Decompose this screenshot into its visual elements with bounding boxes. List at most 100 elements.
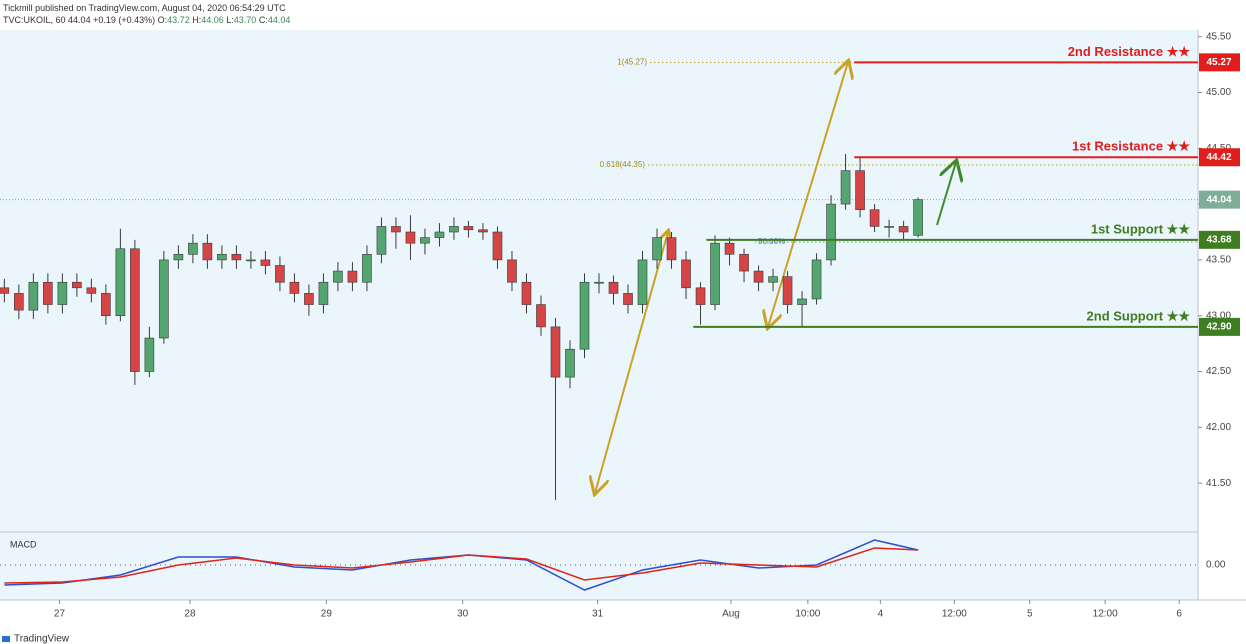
candle-body — [159, 259, 169, 339]
candle-body — [434, 231, 445, 238]
footer: TradingView — [14, 634, 70, 644]
y-tick-label: 42.50 — [1206, 366, 1231, 377]
macd-line — [4, 547, 919, 584]
candle-body — [0, 287, 10, 294]
field-key: L: — [226, 15, 234, 25]
candle-body — [536, 304, 546, 328]
level-tag-label: 43.68 — [1206, 234, 1231, 245]
field-key: C: — [258, 15, 268, 25]
candle-body — [840, 170, 851, 205]
symbol-line: TVC:UKOIL, 60 44.04 +0.19 (+0.43%) O:43.… — [3, 14, 290, 26]
macd-title: MACD — [10, 539, 37, 549]
candle-body — [652, 237, 662, 261]
last-price-tag — [1199, 190, 1240, 209]
candle-body — [101, 293, 111, 317]
level-name: 1st Support ★★ — [1091, 221, 1190, 236]
candle-body — [14, 293, 24, 311]
level-tag — [1199, 230, 1240, 249]
candle-body — [362, 254, 372, 283]
candle-body — [608, 281, 619, 294]
level-tag-label: 45.27 — [1206, 57, 1231, 68]
y-tick-label: 45.50 — [1206, 31, 1231, 42]
candle-body — [449, 226, 459, 233]
field-value: 43.70 — [233, 15, 257, 25]
candle-body — [855, 170, 865, 210]
candle-body — [463, 226, 474, 231]
candle-body — [811, 259, 822, 300]
candle-body — [72, 281, 82, 289]
candle-body — [304, 293, 314, 305]
candle-body — [217, 254, 227, 261]
candle-body — [623, 293, 633, 305]
candle-body — [550, 326, 561, 378]
change: +0.19 (+0.43%) — [93, 15, 156, 25]
candle-body — [260, 259, 271, 266]
x-tick-label: 12:00 — [942, 609, 967, 620]
y-tick-label: 43.00 — [1206, 310, 1231, 321]
candle-body — [666, 237, 677, 261]
candle-body — [884, 226, 894, 228]
y-tick-label: 42.00 — [1206, 422, 1231, 433]
y-tick-label: 45.00 — [1206, 87, 1231, 98]
level-tag — [1199, 317, 1240, 336]
candle-body — [144, 337, 155, 372]
candle-body — [826, 203, 836, 261]
candle-body — [43, 281, 53, 305]
macd-tick-label: 0.00 — [1206, 560, 1226, 571]
publisher: Tickmill published on TradingView.com, A… — [3, 3, 286, 13]
candle-body — [231, 254, 242, 261]
candle-body — [420, 237, 430, 244]
projection-arrow — [768, 62, 848, 327]
level-name: 1st Resistance ★★ — [1072, 139, 1190, 154]
level-name: 2nd Support ★★ — [1087, 308, 1191, 323]
symbol: TVC:UKOIL, 60 — [3, 15, 66, 25]
x-tick-label: 30 — [457, 609, 469, 620]
candle-body — [28, 281, 39, 311]
fib-label: 1(45.27) — [617, 57, 647, 66]
candle-body — [347, 270, 358, 283]
candle-body — [913, 199, 923, 236]
candle-body — [710, 242, 720, 305]
candle-body — [57, 281, 68, 305]
candle-body — [681, 259, 691, 289]
x-tick-label: 29 — [321, 609, 333, 620]
candle-body — [130, 248, 140, 372]
x-tick-label: 6 — [1176, 609, 1182, 620]
candle-body — [898, 226, 909, 233]
candle-body — [565, 348, 575, 378]
level-tag — [1199, 148, 1240, 167]
y-tick-label: 41.50 — [1206, 478, 1231, 489]
candle-body — [782, 276, 793, 305]
fib-label: 0.618(44.35) — [600, 160, 646, 169]
field-value: 44.04 — [267, 15, 291, 25]
candle-body — [739, 254, 749, 272]
candle-body — [768, 276, 778, 283]
candle-body — [391, 226, 401, 233]
candle-body — [318, 281, 329, 305]
candle-body — [724, 242, 735, 255]
candle-body — [188, 242, 198, 255]
candle-body — [492, 231, 503, 261]
x-tick-label: 28 — [184, 609, 196, 620]
field-key: O: — [157, 15, 168, 25]
last: 44.04 — [68, 15, 91, 25]
x-tick-label: 27 — [54, 609, 66, 620]
level-name: 2nd Resistance ★★ — [1068, 44, 1191, 59]
candle-body — [579, 281, 590, 350]
field-value: 43.72 — [167, 15, 190, 25]
field-value: 44.06 — [201, 15, 224, 25]
x-tick-label: 31 — [592, 609, 604, 620]
candle-body — [478, 229, 488, 233]
level-tag-label: 44.42 — [1206, 152, 1231, 163]
candle-body — [289, 281, 300, 294]
candle-body — [333, 270, 343, 283]
x-tick-label: Aug — [722, 609, 740, 620]
x-tick-label: 5 — [1027, 609, 1033, 620]
candle-body — [695, 287, 706, 305]
candle-body — [275, 265, 285, 283]
candle-body — [173, 254, 184, 261]
candle-body — [202, 242, 213, 261]
field-key: H: — [192, 15, 202, 25]
x-tick-label: 4 — [878, 609, 884, 620]
x-tick-label: 12:00 — [1093, 609, 1118, 620]
